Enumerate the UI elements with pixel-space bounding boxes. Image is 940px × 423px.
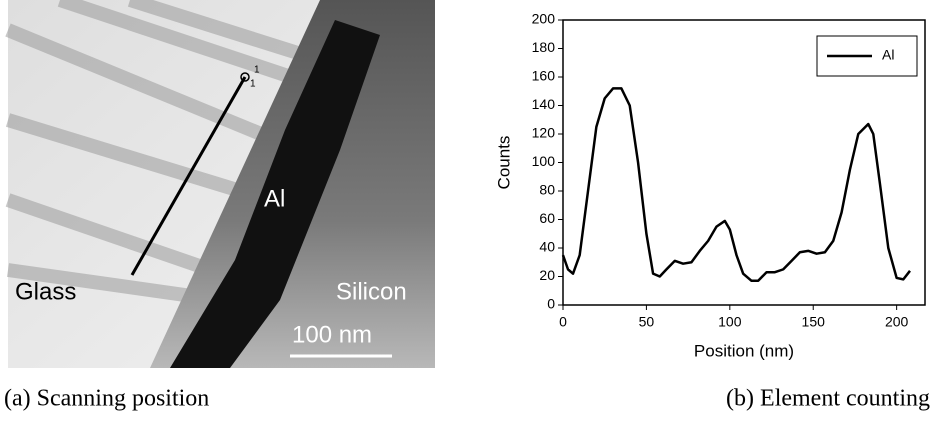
image-label: Silicon bbox=[336, 278, 407, 305]
y-tick-label: 180 bbox=[532, 39, 556, 55]
y-tick-label: 200 bbox=[532, 11, 556, 27]
tem-image: 1 1 Al Glass Silicon 100 nm bbox=[5, 0, 435, 368]
y-axis-label: Counts bbox=[494, 136, 513, 190]
image-label: Al bbox=[264, 185, 285, 212]
x-tick-label: 0 bbox=[559, 314, 567, 330]
y-tick-label: 100 bbox=[532, 153, 556, 169]
x-tick-label: 200 bbox=[885, 314, 909, 330]
x-tick-label: 100 bbox=[718, 314, 742, 330]
x-tick-label: 50 bbox=[639, 314, 655, 330]
marker-label: 1 bbox=[254, 65, 260, 76]
image-label: Glass bbox=[15, 278, 76, 305]
caption: (a) Scanning position bbox=[4, 386, 209, 412]
marker-label: 1 bbox=[250, 79, 256, 90]
y-tick-label: 60 bbox=[539, 210, 555, 226]
caption: (b) Element counting bbox=[726, 386, 930, 412]
y-tick-label: 20 bbox=[539, 267, 555, 283]
y-tick-label: 140 bbox=[532, 96, 556, 112]
data-line bbox=[561, 87, 911, 283]
x-axis-label: Position (nm) bbox=[694, 341, 794, 360]
y-tick-label: 120 bbox=[532, 125, 556, 141]
scale-bar-label: 100 nm bbox=[292, 321, 372, 348]
y-tick-label: 40 bbox=[539, 239, 555, 255]
y-tick-label: 160 bbox=[532, 68, 556, 84]
y-tick-label: 80 bbox=[539, 182, 555, 198]
legend-label: Al bbox=[882, 47, 894, 63]
x-tick-label: 150 bbox=[802, 314, 826, 330]
y-tick-label: 0 bbox=[547, 296, 555, 312]
